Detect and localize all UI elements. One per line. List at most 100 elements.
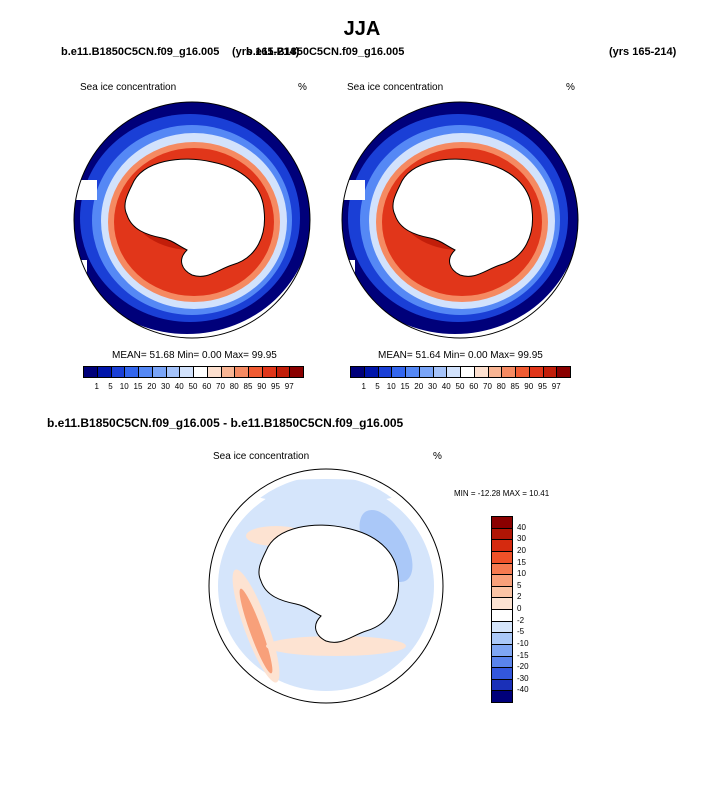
left-colorbar-tick-label: 15 <box>133 382 143 391</box>
right-colorbar-tick-label: 1 <box>361 382 366 391</box>
right-colorbar-swatch <box>446 366 461 378</box>
right-colorbar-tick-label: 10 <box>386 382 396 391</box>
left-colorbar-swatch <box>248 366 263 378</box>
left-colorbar-swatch <box>124 366 139 378</box>
left-colorbar-tick-label: 70 <box>216 382 225 391</box>
diff-polar-map <box>208 468 444 704</box>
diff-title: b.e11.B1850C5CN.f09_g16.005 - b.e11.B185… <box>47 416 404 430</box>
right-colorbar-tick-label: 30 <box>428 382 437 391</box>
left-colorbar-tick-label: 90 <box>257 382 267 391</box>
left-colorbar-swatch <box>275 366 291 378</box>
page-title: JJA <box>343 18 381 40</box>
right-colorbar-tick-label: 95 <box>538 382 547 391</box>
antarctica-outline <box>258 524 400 643</box>
left-units-label: % <box>298 82 307 93</box>
diff-colorbar-tick-label: -20 <box>517 662 529 672</box>
right-colorbar-tick-label: 80 <box>496 382 506 391</box>
diff-colorbar-tick-label: 30 <box>517 534 526 544</box>
left-colorbar-tick-label: 1 <box>94 382 99 391</box>
antarctica-outline <box>392 158 534 277</box>
right-polar-map <box>341 101 579 339</box>
diff-colorbar-tick-label: -2 <box>517 615 525 625</box>
left-colorbar-tick-label: 60 <box>202 382 212 391</box>
diff-colorbar: 40 30 20 15 10 5 2 0 -2 -5 -10 -15 -20 -30 -40 <box>491 516 551 703</box>
right-colorbar-tick-label: 5 <box>375 382 380 391</box>
right-colorbar-tick-label: 85 <box>510 382 520 391</box>
right-colorbar-swatch <box>377 366 393 378</box>
left-colorbar: 1 5 10 15 20 30 40 50 60 70 80 85 90 95 97 <box>83 366 304 394</box>
left-colorbar-swatch <box>83 366 98 378</box>
right-colorbar-swatch <box>487 366 503 378</box>
left-colorbar-swatch <box>165 366 181 378</box>
diff-colorbar-tick-label: 0 <box>517 604 522 613</box>
right-colorbar-swatch <box>501 366 516 378</box>
diff-colorbar-tick-label: 10 <box>517 569 526 579</box>
left-colorbar-tick-label: 50 <box>188 382 198 391</box>
right-colorbar-swatch <box>391 366 406 378</box>
left-colorbar-tick-label: 85 <box>243 382 253 391</box>
right-colorbar-tick-label: 50 <box>455 382 465 391</box>
right-colorbar-swatch <box>542 366 558 378</box>
diff-colorbar-tick-label: -10 <box>517 638 529 648</box>
left-colorbar-tick-label: 97 <box>284 382 294 391</box>
diff-units-label: % <box>433 451 442 462</box>
right-colorbar-swatch <box>418 366 434 378</box>
right-case-label: b.e11.B1850C5CN.f09_g16.005 <box>246 46 405 58</box>
diff-colorbar-tick-label: 40 <box>517 522 526 532</box>
right-colorbar-tick-label: 90 <box>524 382 534 391</box>
left-stats: MEAN= 51.68 Min= 0.00 Max= 99.95 <box>112 350 277 361</box>
right-colorbar-swatch <box>405 366 420 378</box>
left-colorbar-swatch <box>206 366 222 378</box>
diff-colorbar-tick-label: 5 <box>517 580 522 590</box>
diff-colorbar-swatch <box>491 690 513 703</box>
right-colorbar-tick-label: 15 <box>400 382 410 391</box>
right-years-label: (yrs 165-214) <box>609 46 677 58</box>
left-colorbar-tick-label: 80 <box>229 382 239 391</box>
diff-colorbar-tick-label: 20 <box>517 545 526 555</box>
right-colorbar-swatch <box>528 366 544 378</box>
diff-colorbar-tick-label: 15 <box>517 557 526 567</box>
left-colorbar-swatch <box>220 366 236 378</box>
diff-colorbar-tick-label: -40 <box>517 685 529 695</box>
left-years-label: (yrs 165-214) <box>232 46 300 58</box>
left-colorbar-tick-label: 10 <box>119 382 129 391</box>
left-colorbar-swatch <box>289 366 304 378</box>
diff-colorbar-tick-label: -30 <box>517 673 529 683</box>
right-colorbar-swatch <box>473 366 489 378</box>
right-colorbar-swatch <box>556 366 571 378</box>
right-stats: MEAN= 51.64 Min= 0.00 Max= 99.95 <box>378 350 543 361</box>
left-colorbar-swatch <box>96 366 112 378</box>
antarctica-outline <box>124 158 266 277</box>
left-colorbar-swatch <box>234 366 249 378</box>
left-colorbar-swatch <box>193 366 208 378</box>
left-colorbar-tick-label: 5 <box>108 382 113 391</box>
right-field-label: Sea ice concentration <box>347 82 444 93</box>
right-colorbar: 1 5 10 15 20 30 40 50 60 70 80 85 90 95 97 <box>350 366 571 394</box>
right-colorbar-swatch <box>460 366 475 378</box>
right-colorbar-tick-label: 70 <box>483 382 492 391</box>
left-case-label: b.e11.B1850C5CN.f09_g16.005 <box>61 46 220 58</box>
right-units-label: % <box>566 82 575 93</box>
left-colorbar-swatch <box>151 366 167 378</box>
left-field-label: Sea ice concentration <box>80 82 177 93</box>
left-colorbar-swatch <box>261 366 277 378</box>
diff-colorbar-tick-label: -15 <box>517 650 529 660</box>
left-polar-map <box>73 101 311 339</box>
right-colorbar-swatch <box>363 366 379 378</box>
right-colorbar-swatch <box>350 366 365 378</box>
diff-stats: MIN = -12.28 MAX = 10.41 <box>454 489 550 498</box>
diff-colorbar-tick-label: 2 <box>517 592 522 602</box>
diff-field-label: Sea ice concentration <box>213 451 310 462</box>
left-colorbar-swatch <box>138 366 153 378</box>
left-colorbar-tick-label: 95 <box>271 382 280 391</box>
left-colorbar-swatch <box>179 366 194 378</box>
left-colorbar-tick-label: 20 <box>147 382 157 391</box>
diff-colorbar-tick-label: -5 <box>517 627 525 637</box>
right-colorbar-tick-label: 97 <box>551 382 561 391</box>
right-colorbar-tick-label: 60 <box>469 382 479 391</box>
right-colorbar-tick-label: 40 <box>441 382 451 391</box>
right-colorbar-swatch <box>515 366 530 378</box>
right-colorbar-tick-label: 20 <box>414 382 424 391</box>
left-colorbar-tick-label: 30 <box>161 382 170 391</box>
left-colorbar-swatch <box>110 366 126 378</box>
